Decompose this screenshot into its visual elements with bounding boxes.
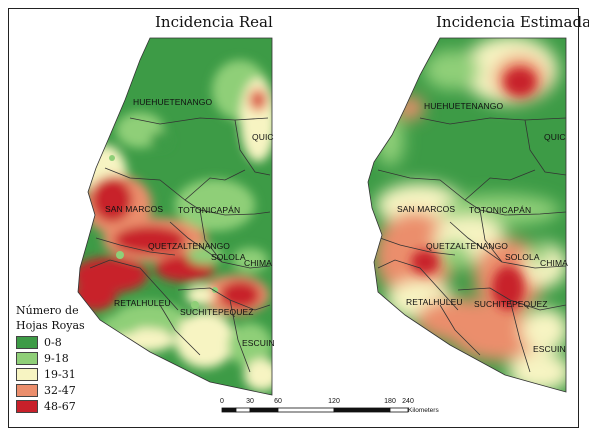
legend-item: 48-67 (16, 398, 108, 414)
label-retalhuleu-right: RETALHULEU (406, 297, 463, 307)
legend-label: 32-47 (44, 383, 76, 397)
label-escuintla-left: ESCUIN (242, 338, 275, 348)
label-solola-right: SOLOLA (505, 252, 540, 262)
scale-tick-label: 60 (274, 398, 282, 405)
legend-label: 48-67 (44, 399, 76, 413)
legend-swatch (16, 351, 38, 365)
legend-item: 0-8 (16, 334, 108, 350)
scale-tick-label: 0 (220, 398, 224, 405)
legend: Número de Hojas Royas 0-8 9-18 19-31 32-… (16, 304, 108, 414)
label-totonicapan-left: TOTONICAPÁN (178, 205, 241, 215)
label-solola-left: SOLOLA (211, 252, 246, 262)
legend-swatch (16, 335, 38, 349)
title-real: Incidencia Real (155, 13, 273, 31)
label-san-marcos-right: SAN MARCOS (397, 204, 456, 214)
label-san-marcos-left: SAN MARCOS (105, 204, 164, 214)
scale-tick-label: 30 (246, 398, 254, 405)
label-quetzaltenango-left: QUETZALTENANGO (148, 241, 231, 251)
label-huehuetenango-right: HUEHUETENANGO (424, 101, 504, 111)
legend-label: 19-31 (44, 367, 76, 381)
legend-label: 9-18 (44, 351, 69, 365)
legend-label: 0-8 (44, 335, 62, 349)
scale-bar (221, 407, 409, 413)
label-suchitepequez-left: SUCHITEPEQUEZ (180, 307, 254, 317)
label-chimaltenango-left: CHIMA (244, 258, 272, 268)
scale-tick-label: 120 (328, 398, 340, 405)
legend-swatch (16, 383, 38, 397)
legend-item: 9-18 (16, 350, 108, 366)
label-escuintla-right: ESCUIN (533, 344, 566, 354)
label-quiche-right: QUIC (544, 132, 566, 142)
legend-item: 32-47 (16, 382, 108, 398)
legend-title-line1: Número de (16, 304, 79, 317)
legend-swatch (16, 367, 38, 381)
label-totonicapan-right: TOTONICAPÁN (469, 205, 532, 215)
scale-tick-label: 180 (384, 398, 396, 405)
legend-title-line2: Hojas Royas (16, 319, 85, 332)
label-quiche-left: QUIC (252, 132, 274, 142)
label-huehuetenango-left: HUEHUETENANGO (133, 97, 213, 107)
legend-item: 19-31 (16, 366, 108, 382)
title-estimada: Incidencia Estimada (436, 13, 589, 31)
label-suchitepequez-right: SUCHITEPEQUEZ (474, 299, 548, 309)
scale-tick-label: 240 (402, 398, 414, 405)
legend-swatch (16, 399, 38, 413)
label-quetzaltenango-right: QUETZALTENANGO (426, 241, 509, 251)
label-retalhuleu-left: RETALHULEU (114, 298, 171, 308)
label-chimaltenango-right: CHIMA (540, 258, 568, 268)
scale-labels: 0 30 60 120 180 240 Kilometers (218, 398, 439, 428)
scale-unit: Kilometers (408, 407, 439, 414)
